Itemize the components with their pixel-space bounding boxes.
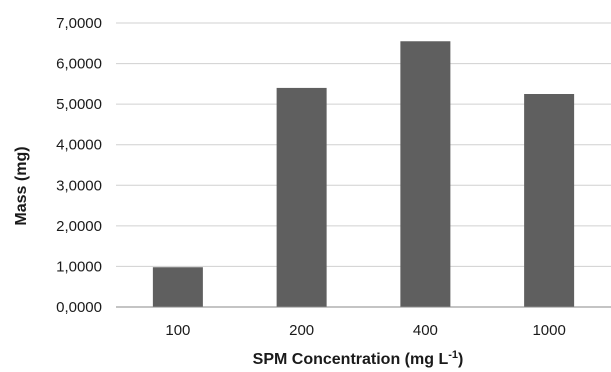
x-tick-label: 400 (413, 322, 438, 339)
y-tick-label: 2,0000 (56, 218, 102, 235)
y-tick-label: 6,0000 (56, 56, 102, 73)
y-tick-label: 1,0000 (56, 258, 102, 275)
y-tick-label: 0,0000 (56, 299, 102, 316)
x-axis-ticks: 100 200 400 1000 (165, 322, 565, 339)
y-tick-label: 7,0000 (56, 15, 102, 32)
bar (152, 267, 203, 307)
x-tick-label: 200 (289, 322, 314, 339)
x-axis-title: SPM Concentration (mg L-1) (253, 349, 464, 368)
x-tick-label: 1000 (532, 322, 565, 339)
y-axis-ticks: 0,0000 1,0000 2,0000 3,0000 4,0000 5,0000 6,00… (56, 15, 102, 316)
bar (400, 41, 451, 307)
y-tick-label: 4,0000 (56, 137, 102, 154)
y-tick-label: 3,0000 (56, 177, 102, 194)
x-axis-title-main: SPM Concentration (mg L (253, 351, 449, 368)
gridlines (116, 22, 611, 267)
y-axis-title: Mass (mg) (13, 146, 30, 225)
bar (524, 94, 575, 307)
x-axis-title-superscript: -1 (448, 349, 458, 361)
bar (276, 87, 327, 308)
x-axis-title-suffix: ) (458, 351, 463, 368)
bars (152, 41, 575, 308)
y-tick-label: 5,0000 (56, 96, 102, 113)
x-tick-label: 100 (165, 322, 190, 339)
